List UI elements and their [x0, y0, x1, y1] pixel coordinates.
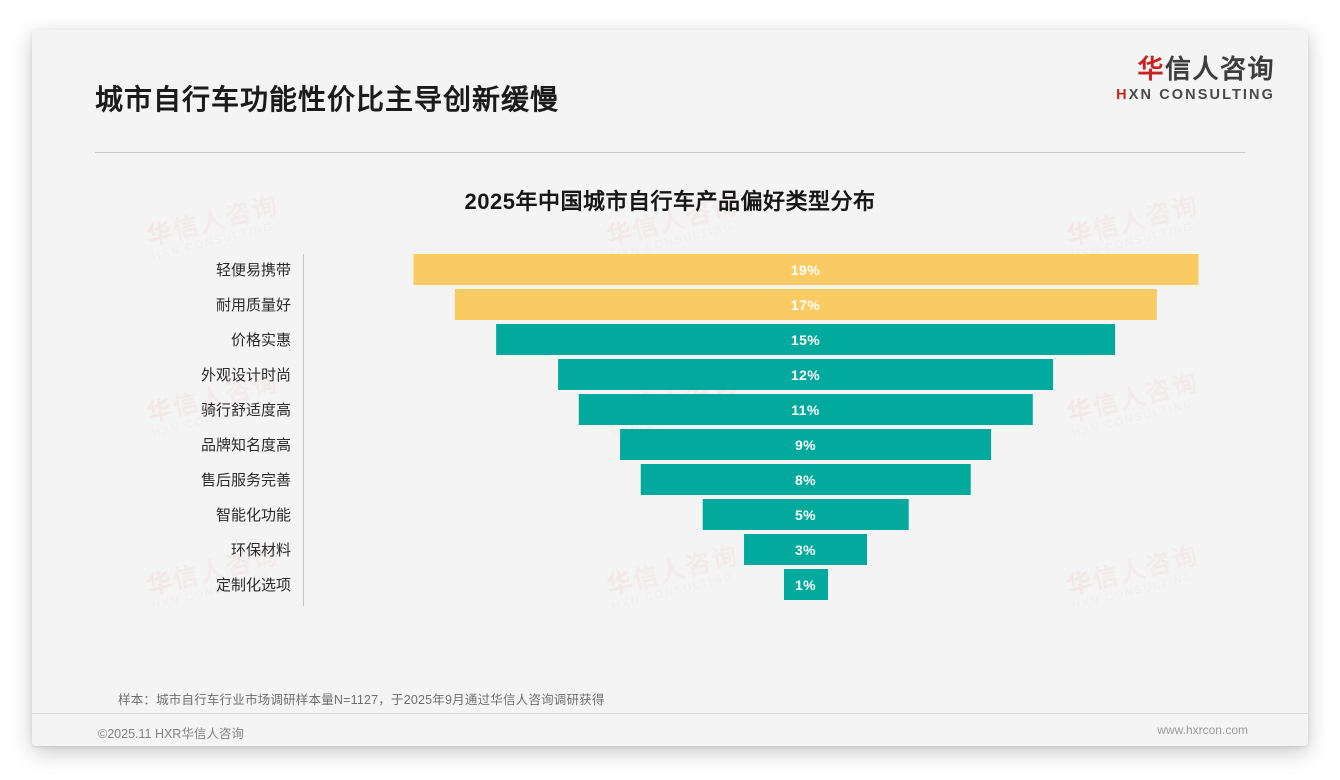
- funnel-row-label: 品牌知名度高: [200, 437, 291, 454]
- funnel-row-label: 定制化选项: [215, 577, 291, 594]
- slide-footer: ©2025.11 HXR华信人咨询 www.hxrcon.com: [32, 713, 1308, 746]
- funnel-row: 轻便易携带 19%: [32, 252, 1308, 287]
- funnel-row: 智能化功能 5%: [32, 497, 1308, 532]
- funnel-bar-value: 19%: [790, 261, 821, 278]
- funnel-bar-track: 12%: [303, 357, 1308, 392]
- source-footnote: 样本：城市自行车行业市场调研样本量N=1127，于2025年9月通过华信人咨询调…: [118, 693, 605, 707]
- logo-en-red: H: [1116, 86, 1129, 103]
- slide-header: 城市自行车功能性价比主导创新缓慢 华信人咨询 HXN CONSULTING: [32, 30, 1308, 123]
- funnel-bar-track: 5%: [303, 497, 1308, 532]
- funnel-row-label: 智能化功能: [215, 507, 291, 524]
- funnel-row: 骑行舒适度高 11%: [32, 392, 1308, 427]
- funnel-row: 品牌知名度高 9%: [32, 427, 1308, 462]
- funnel-bar[interactable]: 3%: [743, 534, 868, 565]
- funnel-chart: 2025年中国城市自行车产品偏好类型分布 轻便易携带 19% 耐用质量好 17% 价格实…: [32, 160, 1308, 680]
- funnel-bar[interactable]: 17%: [454, 289, 1157, 320]
- category-axis-line: [303, 254, 304, 606]
- funnel-row: 定制化选项 1%: [32, 567, 1308, 602]
- logo-cn-rest: 信人咨询: [1164, 54, 1275, 84]
- funnel-bar[interactable]: 11%: [578, 394, 1033, 425]
- funnel-bar[interactable]: 5%: [702, 499, 909, 530]
- header-divider: [95, 152, 1245, 153]
- funnel-row: 售后服务完善 8%: [32, 462, 1308, 497]
- website-link[interactable]: www.hxrcon.com: [1157, 723, 1248, 737]
- funnel-bar[interactable]: 8%: [640, 464, 971, 495]
- funnel-bar[interactable]: 12%: [557, 359, 1054, 390]
- funnel-row-label: 骑行舒适度高: [200, 402, 291, 419]
- funnel-bar-value: 12%: [790, 366, 821, 383]
- funnel-row: 价格实惠 15%: [32, 322, 1308, 357]
- chart-title: 2025年中国城市自行车产品偏好类型分布: [464, 189, 876, 214]
- funnel-row: 耐用质量好 17%: [32, 287, 1308, 322]
- funnel-bar-value: 5%: [794, 506, 817, 523]
- funnel-row-label: 耐用质量好: [215, 297, 291, 314]
- funnel-bar-track: 8%: [303, 462, 1308, 497]
- footer-divider: [32, 713, 1308, 714]
- funnel-bar[interactable]: 9%: [619, 429, 992, 460]
- funnel-row-label: 外观设计时尚: [200, 367, 291, 384]
- funnel-row-label: 价格实惠: [230, 332, 291, 349]
- funnel-row-label: 环保材料: [230, 542, 291, 559]
- logo-cn-red: 华: [1137, 54, 1165, 84]
- funnel-bar-value: 3%: [794, 541, 817, 558]
- funnel-bar-track: 1%: [303, 567, 1308, 602]
- logo-en-rest: XN CONSULTING: [1128, 86, 1275, 103]
- funnel-bar-track: 9%: [303, 427, 1308, 462]
- copyright-text: ©2025.11 HXR华信人咨询: [98, 727, 244, 741]
- funnel-bar-track: 3%: [303, 532, 1308, 567]
- funnel-bar-value: 1%: [794, 576, 817, 593]
- funnel-bar-track: 11%: [303, 392, 1308, 427]
- funnel-bar-value: 9%: [794, 436, 817, 453]
- funnel-bar-value: 15%: [790, 331, 821, 348]
- funnel-bar-value: 8%: [794, 471, 817, 488]
- funnel-bar-value: 11%: [791, 401, 820, 418]
- funnel-bar[interactable]: 15%: [495, 324, 1116, 355]
- slide-card: 华信人咨询 HXN CONSULTING 华信人咨询 HXN CONSULTIN…: [32, 30, 1308, 746]
- funnel-bar-track: 19%: [303, 252, 1308, 287]
- funnel-bar-value: 17%: [790, 296, 821, 313]
- funnel-bar-track: 17%: [303, 287, 1308, 322]
- funnel-bar-track: 15%: [303, 322, 1308, 357]
- funnel-row: 环保材料 3%: [32, 532, 1308, 567]
- funnel-row-label: 售后服务完善: [200, 472, 291, 489]
- funnel-bar[interactable]: 19%: [413, 254, 1198, 285]
- funnel-bars: 轻便易携带 19% 耐用质量好 17% 价格实惠 15% 外观设计时尚 12% 骑行舒适度高 11…: [32, 252, 1308, 606]
- page-title: 城市自行车功能性价比主导创新缓慢: [95, 84, 560, 115]
- funnel-row-label: 轻便易携带: [215, 262, 291, 279]
- funnel-row: 外观设计时尚 12%: [32, 357, 1308, 392]
- company-logo: 华信人咨询 HXN CONSULTING: [1116, 55, 1275, 103]
- funnel-bar[interactable]: 1%: [783, 569, 828, 600]
